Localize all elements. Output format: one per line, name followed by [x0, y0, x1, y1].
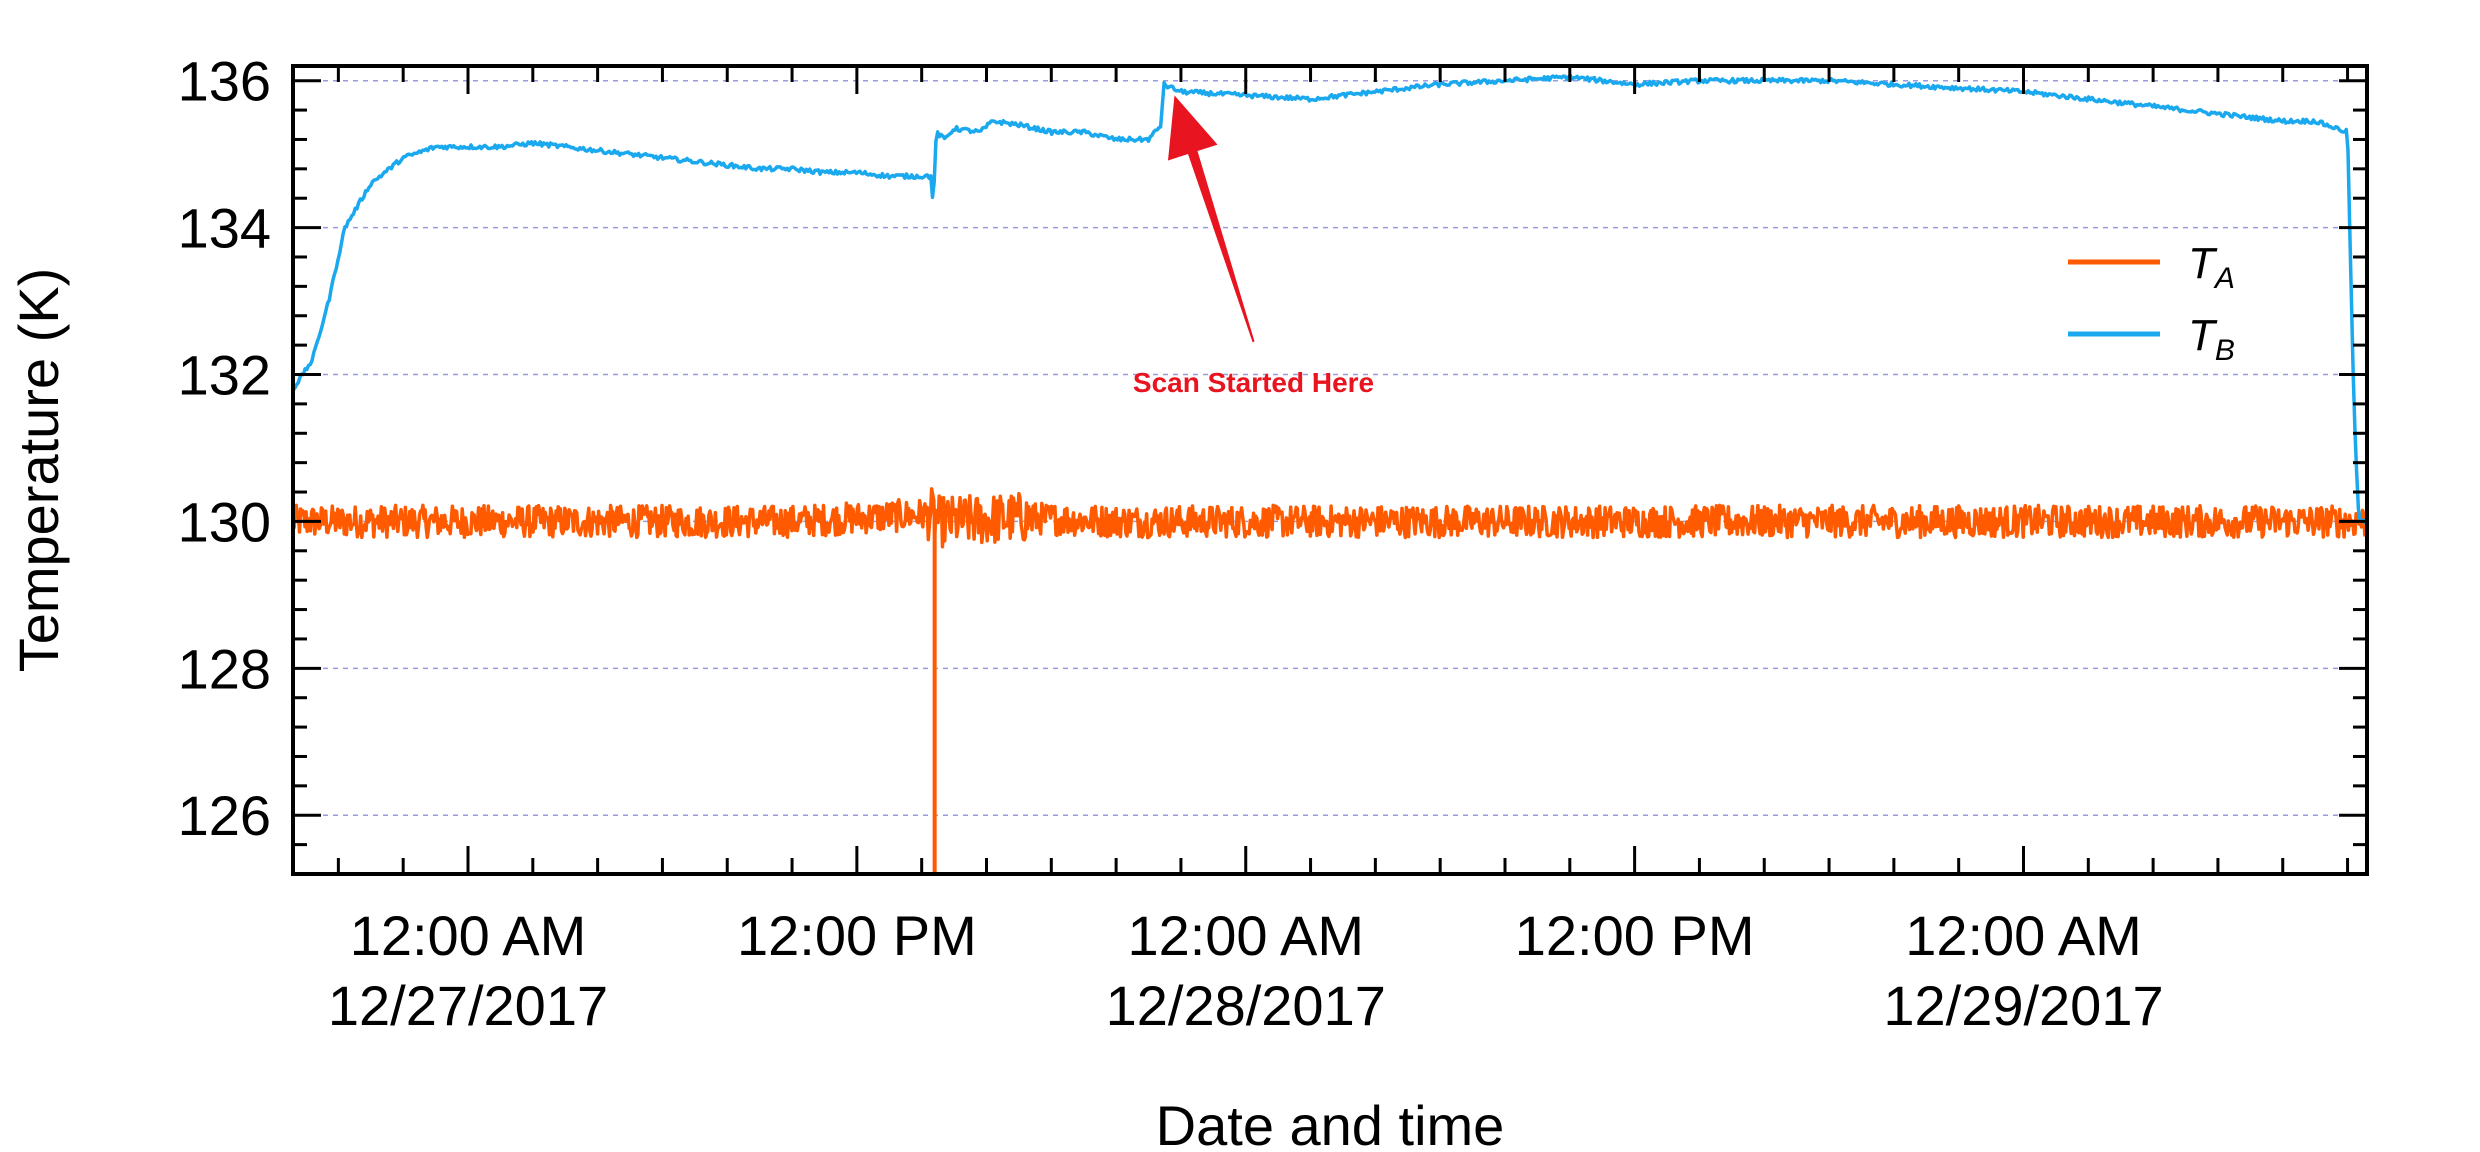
y-tick-label: 126 [178, 784, 271, 847]
series-layer [291, 73, 2369, 874]
legend-label-ta: TA [2188, 239, 2235, 295]
annotation-arrow [1168, 95, 1255, 343]
y-tick-label: 134 [178, 197, 271, 260]
annotation: Scan Started Here [1133, 95, 1374, 398]
annotation-text: Scan Started Here [1133, 367, 1374, 398]
y-tick-label: 132 [178, 344, 271, 407]
x-tick-labels: 12:00 AM 12/27/2017 12:00 PM 12:00 AM 12/28/… [328, 904, 2164, 1037]
x-axis-title: Date and time [1156, 1094, 1505, 1152]
y-axis-title: Temperature (K) [7, 268, 70, 673]
y-tick-label: 136 [178, 50, 271, 113]
y-tick-label: 128 [178, 637, 271, 700]
x-tick-label-date: 12/28/2017 [1106, 974, 1386, 1037]
y-tick-label: 130 [178, 490, 271, 553]
legend-label-tb: TB [2188, 311, 2235, 367]
x-tick-label-date: 12/29/2017 [1883, 974, 2163, 1037]
x-tick-label-time: 12:00 PM [737, 904, 977, 967]
ticks [293, 66, 2367, 874]
x-tick-label-time: 12:00 AM [350, 904, 587, 967]
x-tick-label-time: 12:00 PM [1515, 904, 1755, 967]
y-tick-labels: 126 128 130 132 134 136 [178, 50, 271, 848]
series-tb-line [291, 73, 2369, 525]
series-ta-line [291, 487, 2369, 549]
legend: TA TB [2068, 239, 2235, 367]
x-tick-label-date: 12/27/2017 [328, 974, 608, 1037]
plot-frame [291, 64, 2369, 876]
x-tick-label-time: 12:00 AM [1905, 904, 2142, 967]
x-tick-label-time: 12:00 AM [1127, 904, 1364, 967]
